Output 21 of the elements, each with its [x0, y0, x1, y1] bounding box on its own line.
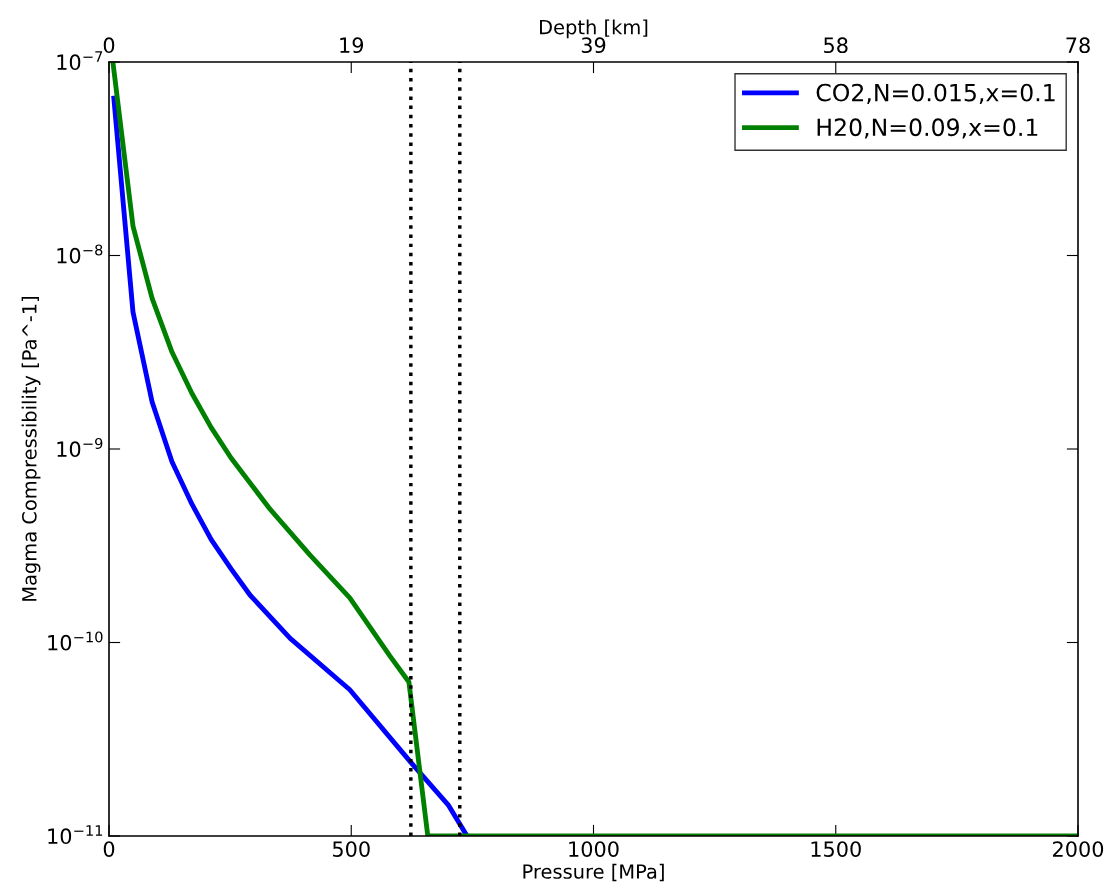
y-tick-label: 10$^{−8}$	[57, 244, 103, 264]
x2-tick-label: 78	[1066, 37, 1090, 54]
legend-label: CO2,N=0.015,x=0.1	[816, 83, 1055, 104]
x2-tick-label: 19	[340, 37, 364, 54]
x-axis-title: Pressure [MPa]	[523, 863, 664, 882]
x-tick-label: 2000	[1053, 841, 1104, 857]
x2-tick-label: 39	[581, 37, 606, 54]
legend-label: H20,N=0.09,x=0.1	[817, 118, 1038, 139]
x-tick-label: 1000	[569, 841, 619, 857]
x-tick-label: 1500	[811, 841, 861, 857]
y-tick-label: 10$^{−9}$	[57, 437, 103, 458]
y-tick-label: 10$^{−11}$	[48, 825, 103, 845]
x-tick-label: 0	[103, 841, 115, 857]
x2-tick-label: 0	[103, 37, 115, 54]
x-tick-label: 500	[332, 841, 370, 857]
y-tick-label: 10$^{−10}$	[48, 631, 103, 651]
y-axis-title: Magma Compressibility [Pa^-1]	[21, 296, 41, 601]
y-tick-label: 10$^{−7}$	[57, 51, 103, 71]
x2-tick-label: 58	[824, 37, 848, 54]
line-series	[110, 62, 1078, 836]
line-series	[111, 95, 470, 836]
